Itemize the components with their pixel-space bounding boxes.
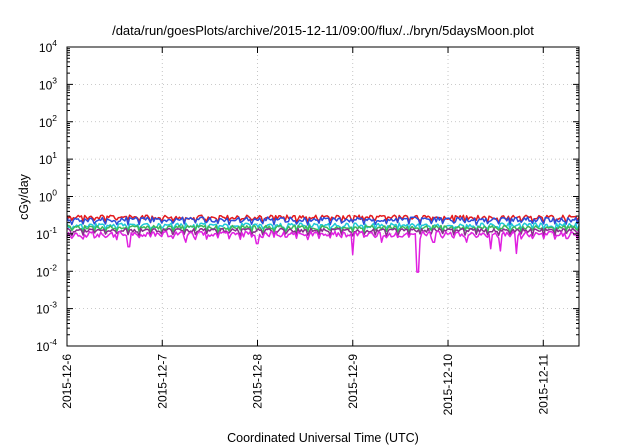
x-axis-label: Coordinated Universal Time (UTC) <box>227 431 419 445</box>
x-tick-label: 2015-12-7 <box>155 354 169 409</box>
x-tick-label: 2015-12-8 <box>251 354 265 409</box>
series-line-4 <box>66 224 580 234</box>
y-tick-label: 102 <box>39 113 57 130</box>
y-tick-label: 104 <box>39 38 57 55</box>
grid <box>67 47 579 346</box>
series-line-5 <box>66 227 580 237</box>
chart-title: /data/run/goesPlots/archive/2015-12-11/0… <box>112 23 534 38</box>
series-layer <box>66 214 580 273</box>
series-line-2 <box>66 216 580 226</box>
y-tick-label: 10-3 <box>36 300 57 317</box>
y-tick-label: 100 <box>39 188 57 205</box>
x-tick-label: 2015-12-6 <box>60 354 74 409</box>
y-tick-label: 101 <box>39 150 57 167</box>
y-tick-label: 103 <box>39 75 57 92</box>
x-tick-label: 2015-12-10 <box>441 354 455 416</box>
y-tick-label: 10-2 <box>36 262 57 279</box>
series-line-6 <box>66 230 580 273</box>
x-tick-label: 2015-12-9 <box>346 354 360 409</box>
ticks <box>66 46 579 347</box>
tick-labels: 10-4 10-3 10-2 10-1 100 101 102 103 104 2015-12-6… <box>36 38 550 415</box>
y-tick-label: 10-4 <box>36 337 57 354</box>
x-tick-label: 2015-12-11 <box>536 354 550 415</box>
y-tick-label: 10-1 <box>36 225 57 242</box>
y-axis-label: cGy/day <box>17 173 31 220</box>
